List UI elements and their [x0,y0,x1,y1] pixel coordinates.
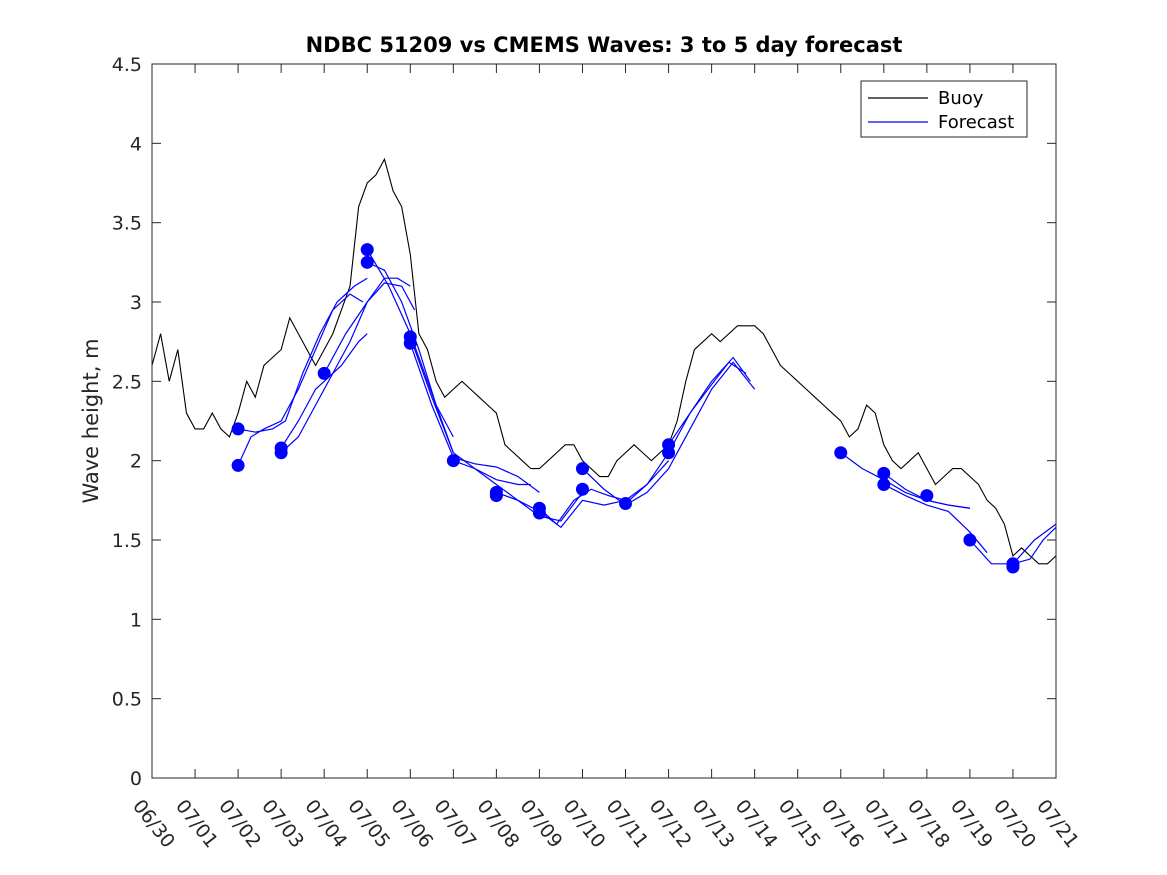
y-tick-label: 0.5 [112,689,142,711]
forecast-series-line-6 [366,249,454,453]
forecast-marker [231,422,245,436]
forecast-marker [575,482,589,496]
y-tick-label: 2 [130,451,142,473]
forecast-series-line-13 [625,356,751,504]
y-tick-label: 4.5 [112,54,142,76]
forecast-series-line-14 [668,361,747,446]
forecast-marker [619,497,633,511]
tick-layer: 0 0.5 1 1.5 2 2.5 3 3.5 4 4.5 06/3007/0107/0207/03… [112,54,1083,852]
x-tick-label: 07/01 [171,796,222,853]
forecast-marker [920,489,934,503]
y-tick-label: 3.5 [112,213,142,235]
y-tick-label: 3 [130,292,142,314]
x-tick-label: 07/20 [989,796,1040,853]
x-tick-label: 07/17 [860,796,911,853]
forecast-marker [274,441,288,455]
legend-label-buoy: Buoy [938,88,984,109]
y-tick-label: 1.5 [112,530,142,552]
forecast-marker [360,243,374,257]
x-tick-label: 07/18 [903,796,954,853]
forecast-marker [403,336,417,350]
x-tick-label: 07/19 [946,796,997,853]
legend-box [860,80,1028,138]
forecast-marker [834,446,848,460]
x-tick-label: 07/15 [774,796,825,853]
forecast-series-line-9 [453,460,583,522]
forecast-marker [360,255,374,269]
axes-layer [151,63,1057,779]
x-tick-label: 07/12 [645,796,696,853]
legend-label-forecast: Forecast [938,112,1014,133]
forecast-series-line-19 [1012,526,1056,565]
x-tick-label: 07/06 [386,796,437,853]
forecast-series-line-1 [237,277,368,433]
y-tick-label: 4 [130,133,142,155]
forecast-series-line-15 [840,452,970,509]
forecast-series-line-8 [409,343,540,493]
chart-title: NDBC 51209 vs CMEMS Waves: 3 to 5 day fo… [306,33,903,57]
y-tick-label: 0 [130,768,142,790]
x-tick-label: 07/14 [731,796,782,853]
forecast-marker [575,462,589,476]
forecast-marker [317,366,331,380]
y-axis-label: Wave height, m [79,338,103,503]
legend: Buoy Forecast [860,80,1028,138]
x-tick-label: 06/30 [128,796,179,853]
buoy-series-line [152,157,1056,565]
forecast-marker [489,489,503,503]
forecast-marker [963,533,977,547]
x-tick-label: 07/03 [257,796,308,853]
x-tick-label: 07/21 [1032,796,1083,853]
x-tick-label: 07/02 [214,796,265,853]
forecast-marker [877,466,891,480]
forecast-series-line-11 [539,460,670,526]
x-tick-label: 07/16 [817,796,868,853]
forecast-series-line-10 [496,491,626,529]
series-layer [152,157,1056,574]
forecast-marker [1006,560,1020,574]
x-tick-label: 07/11 [602,796,653,853]
forecast-series-line-0 [237,293,364,466]
forecast-marker [446,454,460,468]
plot-area-frame [151,63,1057,779]
y-tick-label: 1 [130,609,142,631]
x-tick-label: 07/07 [429,796,480,853]
x-tick-label: 07/09 [515,796,566,853]
forecast-marker [662,446,676,460]
y-tick-label: 2.5 [112,371,142,393]
x-tick-label: 07/04 [300,796,351,853]
forecast-series-line-5 [366,261,454,438]
x-tick-label: 07/10 [559,796,610,853]
x-tick-label: 07/08 [472,796,523,853]
forecast-marker [231,458,245,472]
forecast-marker [532,506,546,520]
forecast-series-line-12 [582,361,756,506]
forecast-marker [877,477,891,491]
x-tick-label: 07/05 [343,796,394,853]
forecast-series-line-4 [323,282,416,374]
forecast-series-line-2 [280,277,411,454]
x-tick-label: 07/13 [688,796,739,853]
forecast-series-line-3 [280,333,368,449]
